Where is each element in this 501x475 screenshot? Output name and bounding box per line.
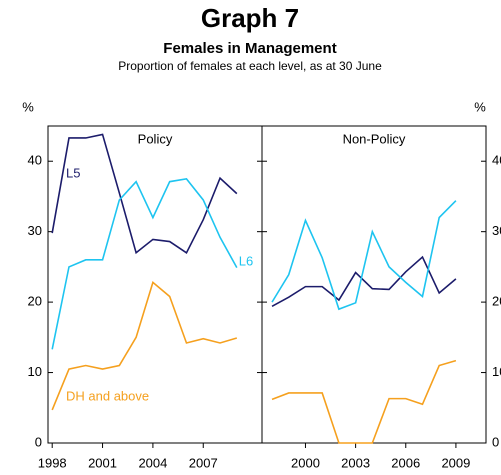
series-line: [51, 177, 238, 350]
series-label: L6: [239, 253, 253, 268]
series-line: [271, 359, 457, 444]
y-tick-label: 20: [28, 294, 42, 309]
x-tick-label: 2000: [291, 455, 320, 470]
x-tick-label: 2003: [341, 455, 370, 470]
series-line: [271, 255, 457, 308]
series-line: [271, 200, 457, 311]
y-tick-label: 0: [492, 434, 499, 449]
y-tick-label: 10: [492, 364, 501, 379]
x-tick-label: 2009: [441, 455, 470, 470]
y-tick-label: 0: [35, 434, 42, 449]
chart-note: Proportion of females at each level, as …: [118, 59, 382, 73]
chart-subtitle: Females in Management: [163, 40, 336, 57]
x-tick-label: 2004: [138, 455, 167, 470]
x-tick-label: 2001: [88, 455, 117, 470]
y-tick-label: 20: [492, 294, 501, 309]
x-tick-label: 1998: [38, 455, 67, 470]
panel-title: Policy: [138, 131, 173, 146]
series-label: L5: [66, 165, 80, 180]
y-tick-label: 10: [28, 364, 42, 379]
y-axis-label: %: [22, 99, 34, 114]
y-axis-label: %: [474, 99, 486, 114]
y-tick-label: 30: [28, 223, 42, 238]
y-tick-label: 30: [492, 223, 501, 238]
y-tick-label: 40: [28, 153, 42, 168]
series-label: DH and above: [66, 388, 149, 403]
series-line: [51, 133, 238, 255]
panel-title: Non-Policy: [343, 131, 406, 146]
y-tick-label: 40: [492, 153, 501, 168]
x-tick-label: 2007: [189, 455, 218, 470]
chart-title: Graph 7: [201, 3, 299, 33]
x-tick-label: 2006: [391, 455, 420, 470]
series-line: [51, 280, 238, 411]
